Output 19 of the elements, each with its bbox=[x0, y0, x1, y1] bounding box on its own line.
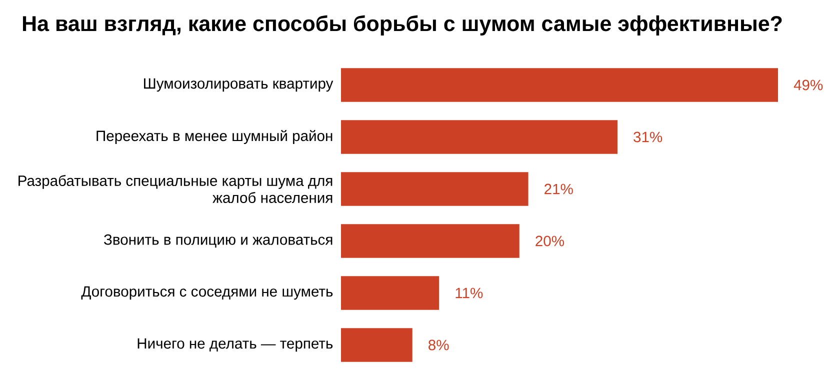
y-tick-label: Разрабатывать специальные карты шума для жалоб населения bbox=[18, 175, 332, 204]
bar bbox=[341, 328, 412, 362]
bar bbox=[341, 224, 520, 258]
data-label: 8% bbox=[428, 340, 449, 350]
bar bbox=[341, 120, 618, 154]
data-label: 11% bbox=[456, 288, 483, 298]
data-label: 31% bbox=[634, 132, 662, 142]
data-label: 49% bbox=[794, 80, 823, 90]
y-tick-label: Договориться с соседями не шуметь bbox=[81, 286, 333, 300]
y-tick-label: Звонить в полицию и жаловаться bbox=[104, 234, 332, 248]
y-tick-label: Шумоизолировать квартиру bbox=[144, 78, 334, 92]
bar bbox=[341, 68, 778, 102]
y-tick-label: Ничего не делать — терпеть bbox=[138, 338, 333, 352]
chart-title: На ваш взгляд, какие способы борьбы с шумом самые эффективные? bbox=[22, 15, 782, 36]
data-label: 21% bbox=[544, 184, 573, 194]
y-tick-label: Переехать в менее шумный район bbox=[96, 130, 332, 144]
bar bbox=[341, 172, 528, 206]
data-label: 20% bbox=[536, 236, 564, 246]
bar bbox=[341, 276, 440, 310]
